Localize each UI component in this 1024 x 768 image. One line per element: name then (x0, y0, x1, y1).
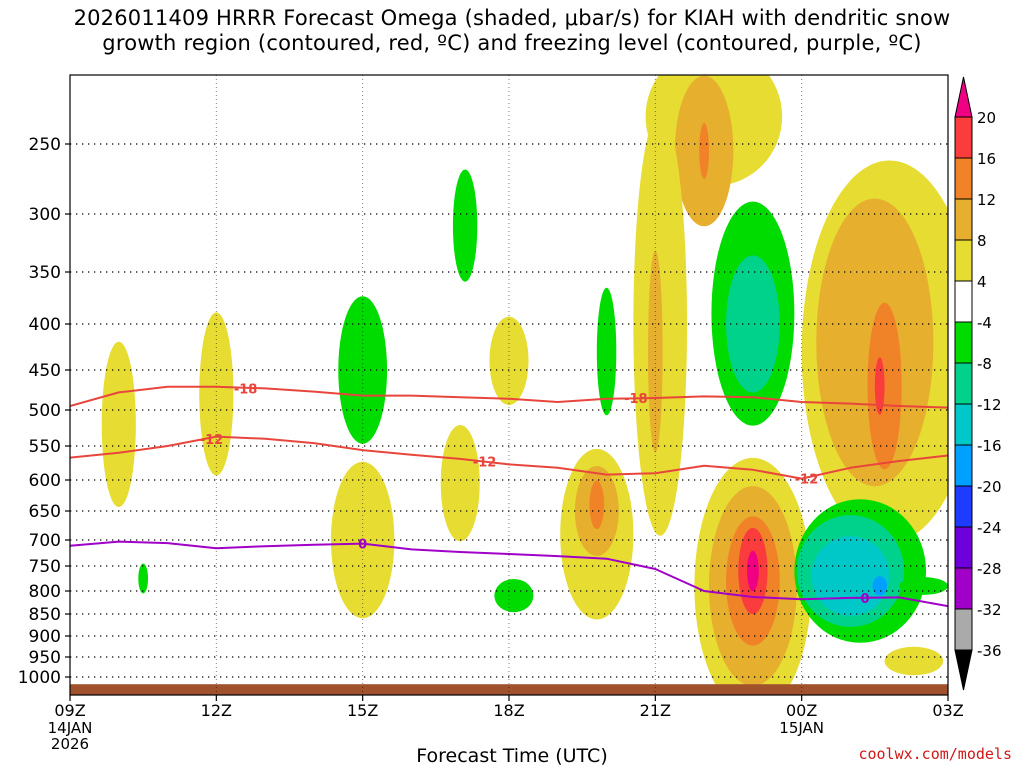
colorbar-arrow-bottom (954, 649, 973, 691)
x-axis-title: Forecast Time (UTC) (416, 745, 608, 767)
omega-shade-12 (596, 287, 617, 416)
omega-shading (101, 75, 948, 695)
omega-shade-24 (747, 550, 759, 592)
colorbar-label--12: -12 (977, 396, 1002, 414)
xtick-label-21Z: 21Z (640, 701, 671, 720)
colorbar-label--8: -8 (977, 355, 992, 373)
ytick-label-400: 400 (29, 315, 61, 335)
chart-title: 2026011409 HRRR Forecast Omega (shaded, … (0, 6, 1024, 56)
omega-shade-33 (899, 577, 948, 595)
omega-shade-11 (589, 480, 605, 529)
chart-title-line-1: 2026011409 HRRR Forecast Omega (shaded, … (73, 6, 951, 30)
contour-label-3: -18 (624, 392, 648, 407)
colorbar-label--4: -4 (977, 314, 992, 332)
colorbar-arrow-top (954, 76, 973, 118)
colorbar-bin-5 (954, 444, 973, 487)
xtick-sublabel-14JAN: 14JAN (48, 719, 93, 737)
contour-line--18 (70, 385, 948, 409)
xtick-sublabel-2026: 2026 (51, 735, 89, 753)
omega-shade-7 (489, 316, 529, 405)
omega-shade-31 (811, 536, 890, 616)
omega-shade-1 (199, 312, 234, 476)
contour-label-1: -12 (200, 433, 224, 448)
colorbar-label-8: 8 (977, 232, 987, 250)
xtick-label-18Z: 18Z (493, 701, 524, 720)
omega-shade-0 (101, 341, 136, 508)
y-axis: 2503003504004505005506006507007508008509… (18, 135, 70, 688)
ytick-label-850: 850 (29, 605, 61, 625)
colorbar-label-4: 4 (977, 273, 987, 291)
colorbar-bin-11 (954, 198, 973, 241)
colorbar-bin-7 (954, 362, 973, 405)
colorbar-bin-12 (954, 157, 973, 200)
colorbar-label--28: -28 (977, 560, 1002, 578)
ytick-label-450: 450 (29, 361, 61, 381)
temperature-contours: -18 -12 -12 -18 -12 0 0 (70, 382, 948, 608)
colorbar-label-20: 20 (977, 109, 996, 127)
omega-shade-19 (726, 255, 780, 393)
contour-label-6: 0 (861, 592, 870, 607)
colorbar-label--20: -20 (977, 478, 1002, 496)
ytick-label-900: 900 (29, 627, 61, 647)
xtick-label-12Z: 12Z (201, 701, 232, 720)
omega-shade-4 (452, 169, 478, 282)
xtick-label-09Z: 09Z (54, 701, 85, 720)
colorbar-bin-9 (954, 280, 973, 323)
colorbar-label--24: -24 (977, 519, 1002, 537)
colorbar-bin-2 (954, 567, 973, 610)
contour-label-5: 0 (358, 538, 367, 553)
ytick-label-800: 800 (29, 582, 61, 602)
ytick-label-1000: 1000 (18, 668, 61, 688)
colorbar-bin-8 (954, 321, 973, 364)
ytick-label-300: 300 (29, 205, 61, 225)
omega-colorbar: 20 16 12 8 4 -4 -8 -12 -16 -20 -24 -28 -32 -36 (954, 76, 1002, 691)
colorbar-bin-10 (954, 239, 973, 282)
colorbar-bin-3 (954, 526, 973, 569)
ytick-label-650: 650 (29, 502, 61, 522)
omega-shade-15 (699, 123, 709, 179)
contour-line--12 (70, 435, 948, 480)
ground-surface (70, 684, 948, 695)
chart-title-line-2: growth region (contoured, red, ºC) and f… (102, 31, 922, 55)
colorbar-bin-4 (954, 485, 973, 528)
contour-label-4: -12 (795, 473, 819, 488)
colorbar-label-12: 12 (977, 191, 996, 209)
xtick-label-03Z: 03Z (932, 701, 963, 720)
ytick-label-350: 350 (29, 263, 61, 283)
ytick-label-600: 600 (29, 471, 61, 491)
omega-shade-6 (440, 424, 480, 542)
ytick-label-250: 250 (29, 135, 61, 155)
colorbar-label--32: -32 (977, 601, 1002, 619)
colorbar-bin-6 (954, 403, 973, 446)
omega-shade-32 (872, 576, 888, 596)
omega-shade-3 (338, 296, 388, 444)
xtick-sublabel-15JAN: 15JAN (779, 719, 824, 737)
pressure-gridlines (69, 75, 949, 695)
ytick-label-750: 750 (29, 557, 61, 577)
contour-label-2: -12 (473, 456, 497, 471)
ground-strip (70, 684, 948, 695)
colorbar-label--36: -36 (977, 642, 1002, 660)
colorbar-bin-1 (954, 608, 973, 651)
ytick-label-500: 500 (29, 401, 61, 421)
omega-shade-2 (138, 563, 149, 594)
omega-shade-28 (874, 357, 885, 415)
source-credit[interactable]: coolwx.com/models (858, 745, 1012, 763)
contour-line-0 (70, 540, 948, 608)
ytick-label-550: 550 (29, 437, 61, 457)
omega-shade-34 (884, 646, 944, 676)
colorbar-label-16: 16 (977, 150, 996, 168)
xtick-label-15Z: 15Z (347, 701, 378, 720)
omega-shade-8 (494, 579, 534, 613)
ytick-label-950: 950 (29, 648, 61, 668)
ytick-label-700: 700 (29, 531, 61, 551)
colorbar-label--16: -16 (977, 437, 1002, 455)
contour-label-0: -18 (234, 382, 258, 397)
xtick-label-00Z: 00Z (786, 701, 817, 720)
colorbar-bin-13 (954, 116, 973, 159)
